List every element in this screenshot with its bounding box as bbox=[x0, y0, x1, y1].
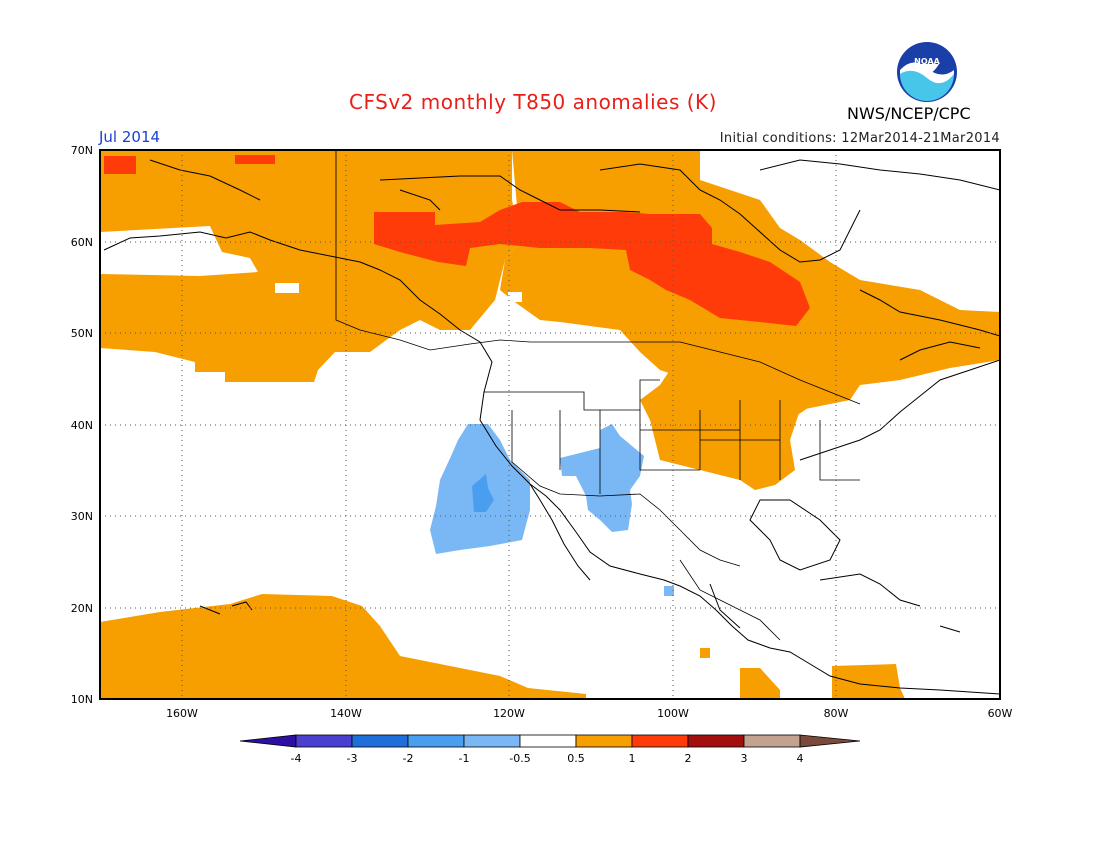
colorbar-label: -2 bbox=[403, 752, 414, 765]
anomaly-region-central-us bbox=[640, 330, 860, 490]
colorbar-label: 1 bbox=[629, 752, 636, 765]
colorbar-cell bbox=[407, 734, 465, 748]
svg-text:NOAA: NOAA bbox=[914, 57, 940, 66]
map-frame bbox=[99, 149, 1001, 700]
anomaly-region-baja-core bbox=[472, 474, 494, 512]
lon-label: 80W bbox=[824, 707, 849, 720]
noaa-logo-icon: NOAA bbox=[897, 42, 957, 102]
lat-label: 60N bbox=[71, 236, 93, 249]
colorbar-cell bbox=[743, 734, 801, 748]
initial-conditions: Initial conditions: 12Mar2014-21Mar2014 bbox=[719, 131, 1000, 146]
anomaly-region-southwest-us bbox=[560, 424, 644, 532]
lon-label: 140W bbox=[330, 707, 362, 720]
lat-label: 70N bbox=[71, 144, 93, 157]
lat-label: 30N bbox=[71, 510, 93, 523]
colorbar-cell bbox=[799, 734, 861, 748]
colorbar-cell bbox=[631, 734, 689, 748]
anomaly-region-northern-canada bbox=[374, 202, 810, 326]
colorbar-label: 3 bbox=[741, 752, 748, 765]
anomaly-region-tropical-pacific bbox=[100, 594, 586, 699]
colorbar-label: -4 bbox=[291, 752, 302, 765]
lat-label: 50N bbox=[71, 327, 93, 340]
lon-label: 100W bbox=[657, 707, 689, 720]
border-layer bbox=[335, 150, 861, 641]
colorbar-cell bbox=[351, 734, 409, 748]
colorbar-cell bbox=[239, 734, 297, 748]
colorbar-label: -3 bbox=[347, 752, 358, 765]
colorbar-cell bbox=[519, 734, 577, 748]
colorbar-cell bbox=[463, 734, 521, 748]
colorbar-label: -0.5 bbox=[509, 752, 530, 765]
lon-label: 60W bbox=[988, 707, 1013, 720]
colorbar-cell bbox=[295, 734, 353, 748]
lat-label: 20N bbox=[71, 602, 93, 615]
latitude-labels: 70N 60N 50N 40N 30N 20N 10N bbox=[71, 144, 93, 706]
lon-label: 160W bbox=[166, 707, 198, 720]
colorbar bbox=[239, 734, 861, 748]
colorbar-label: 4 bbox=[797, 752, 804, 765]
lat-label: 40N bbox=[71, 419, 93, 432]
colorbar-label: -1 bbox=[459, 752, 470, 765]
lon-label: 120W bbox=[493, 707, 525, 720]
agency-label: NWS/NCEP/CPC bbox=[847, 104, 971, 123]
lat-label: 10N bbox=[71, 693, 93, 706]
graticule bbox=[100, 150, 1000, 699]
longitude-labels: 160W 140W 120W 100W 80W 60W bbox=[166, 707, 1012, 720]
colorbar-labels: -4 -3 -2 -1 -0.5 0.5 1 2 3 4 bbox=[291, 752, 804, 765]
colorbar-label: 0.5 bbox=[567, 752, 585, 765]
colorbar-cell bbox=[575, 734, 633, 748]
valid-month: Jul 2014 bbox=[99, 128, 161, 146]
map-title: CFSv2 monthly T850 anomalies (K) bbox=[349, 90, 717, 114]
coastline-layer bbox=[103, 159, 1000, 695]
anomaly-region-alaska bbox=[100, 150, 520, 382]
colorbar-cell bbox=[687, 734, 745, 748]
colorbar-label: 2 bbox=[685, 752, 692, 765]
